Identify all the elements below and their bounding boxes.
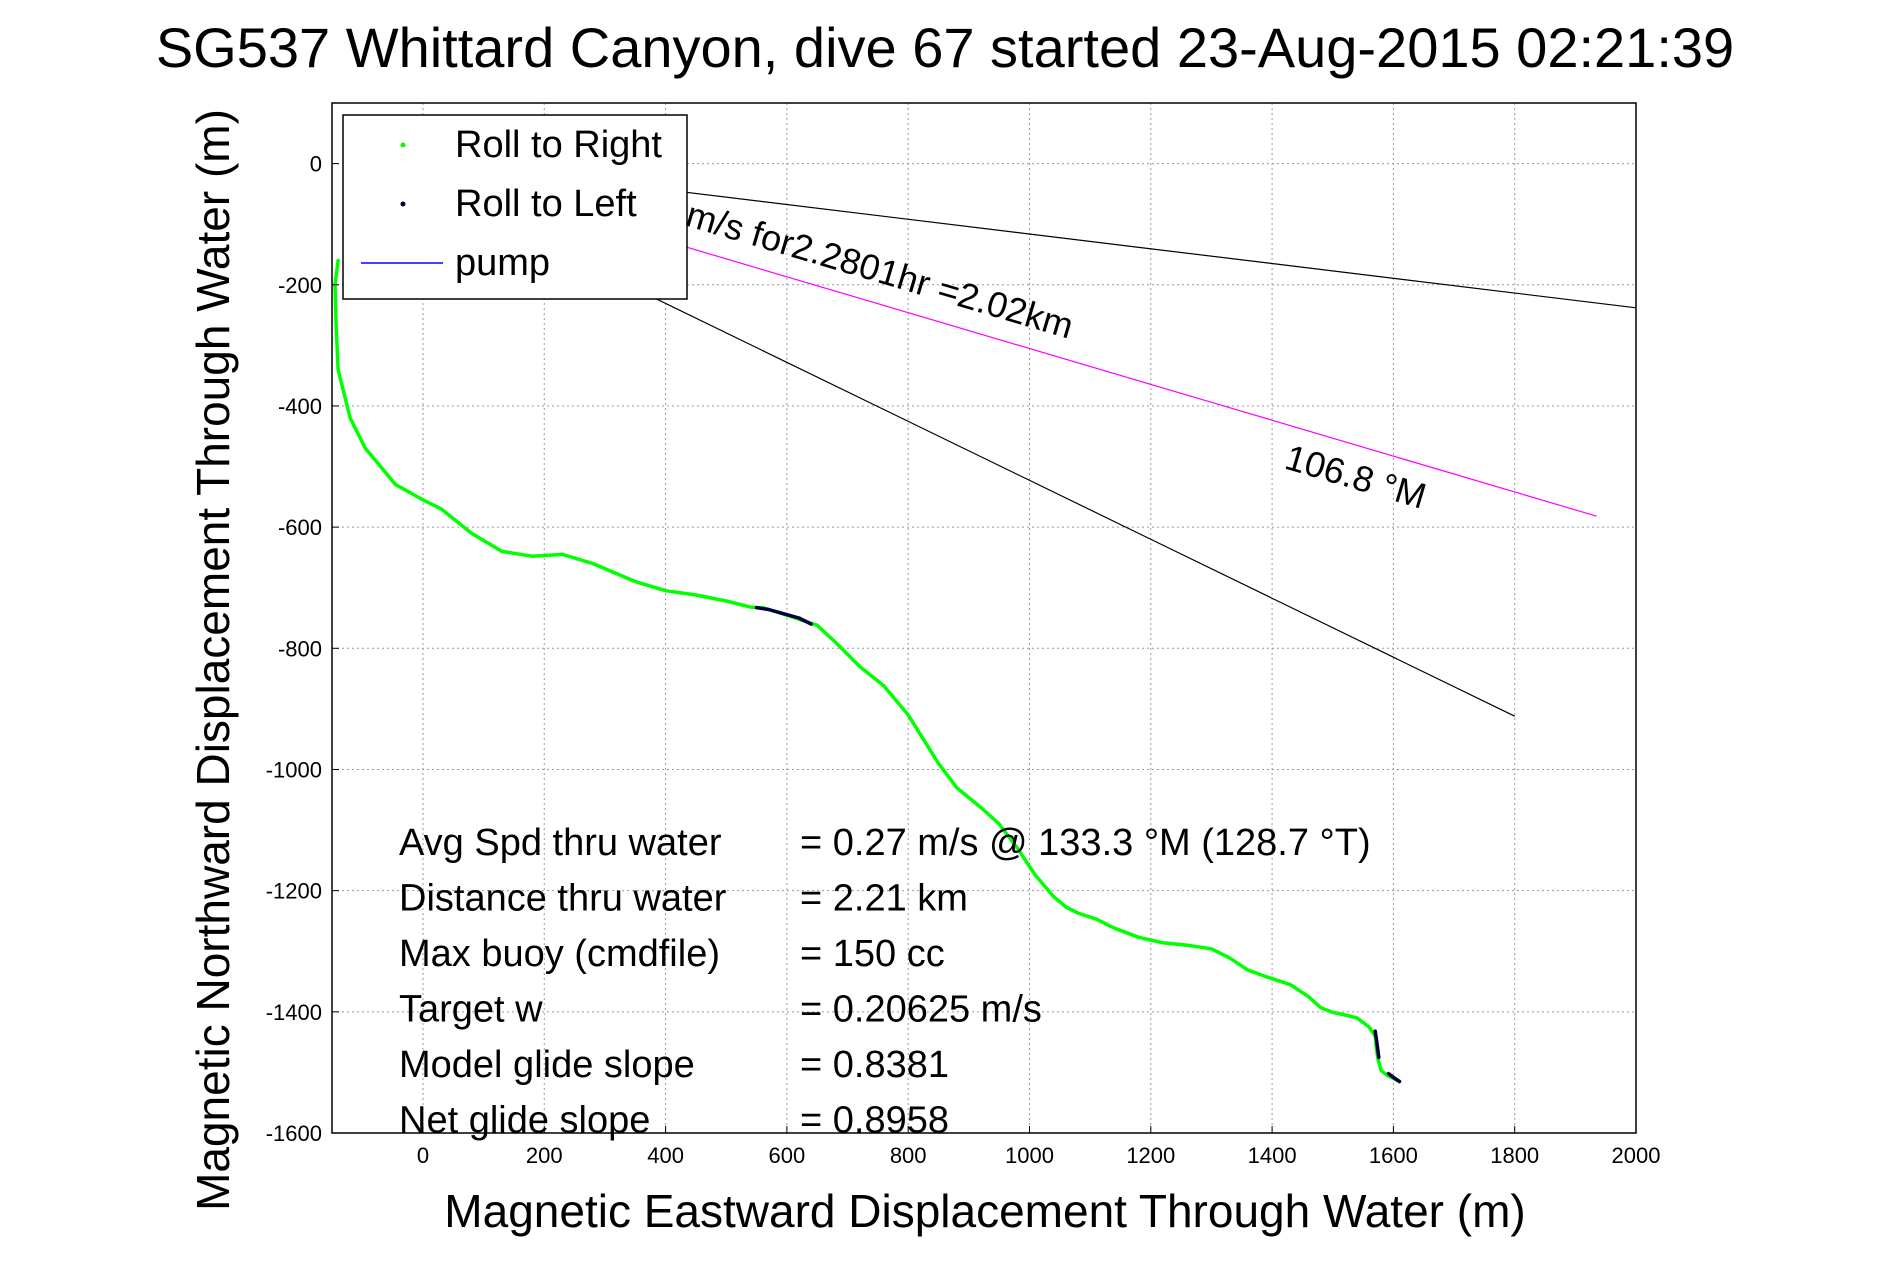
stat-label: Model glide slope (399, 1044, 695, 1086)
legend-marker-roll-left (400, 201, 406, 207)
stat-value: = 0.27 m/s @ 133.3 °M (128.7 °T) (800, 822, 1371, 864)
stat-label: Net glide slope (399, 1100, 650, 1142)
stat-label: Distance thru water (399, 878, 727, 920)
legend-label-pump: pump (455, 242, 550, 284)
stat-value: = 2.21 km (800, 878, 968, 920)
y-tick-label: -1000 (266, 757, 322, 782)
roll-left-track-segment (754, 605, 813, 626)
x-tick-label: 0 (417, 1143, 429, 1168)
x-tick-label: 400 (647, 1143, 684, 1168)
plot-frame (331, 102, 1637, 1134)
stats-block: Avg Spd thru water = 0.27 m/s @ 133.3 °M … (399, 822, 1371, 1142)
legend: Roll to Right Roll to Left pump (342, 114, 688, 300)
stat-label: Avg Spd thru water (399, 822, 722, 864)
stat-value: = 0.20625 m/s (800, 989, 1042, 1031)
roll-left-track-segment (1373, 1029, 1381, 1060)
x-tick-label: 600 (769, 1143, 806, 1168)
x-tick-label: 200 (526, 1143, 563, 1168)
legend-label-roll-left: Roll to Left (455, 183, 637, 225)
y-tick-label: -600 (278, 515, 322, 540)
x-tick-label: 1400 (1248, 1143, 1297, 1168)
roll-left-track-segment (1386, 1071, 1402, 1084)
legend-box (342, 114, 688, 300)
y-tick-label: -400 (278, 394, 322, 419)
x-tick-label: 800 (890, 1143, 927, 1168)
x-tick-label: 1200 (1126, 1143, 1175, 1168)
y-tick-label: -1200 (266, 879, 322, 904)
stat-value: = 0.8958 (800, 1100, 949, 1142)
y-tick-label: -800 (278, 636, 322, 661)
roll-right-track (333, 258, 1402, 1084)
y-axis-label: Magnetic Northward Displacement Through … (187, 109, 239, 1211)
series-lines (333, 258, 1402, 1084)
stat-value: = 0.8381 (800, 1044, 949, 1086)
x-axis-label: Magnetic Eastward Displacement Through W… (444, 1185, 1525, 1237)
lower-reference (604, 273, 1515, 717)
stat-label: Target w (399, 989, 543, 1031)
legend-marker-roll-right (400, 142, 406, 148)
chart-title: SG537 Whittard Canyon, dive 67 started 2… (156, 16, 1734, 79)
x-tick-label: 1800 (1490, 1143, 1539, 1168)
x-tick-label: 2000 (1612, 1143, 1661, 1168)
tick-labels: 0 200 400 600 800 1000 1200 1400 1600 1800 2000 0 -2… (266, 152, 1661, 1168)
x-tick-label: 1000 (1005, 1143, 1054, 1168)
heading-line (604, 222, 1597, 517)
legend-label-roll-right: Roll to Right (455, 124, 662, 166)
x-tick-label: 1600 (1369, 1143, 1418, 1168)
y-tick-label: 0 (310, 152, 322, 177)
y-tick-label: -1400 (266, 1000, 322, 1025)
reference-lines (604, 181, 1637, 717)
y-tick-label: -1600 (266, 1121, 322, 1146)
stat-label: Max buoy (cmdfile) (399, 933, 720, 975)
stat-value: = 150 cc (800, 933, 945, 975)
upper-reference (604, 181, 1637, 309)
y-tick-label: -200 (278, 273, 322, 298)
